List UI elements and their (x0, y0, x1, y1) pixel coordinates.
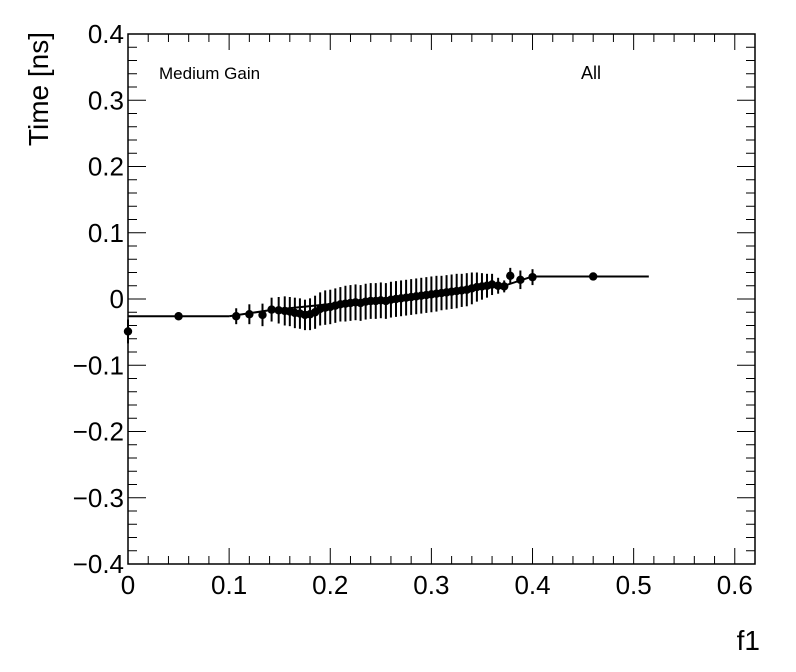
point-marker (123, 327, 133, 336)
y-tick-label: 0.4 (88, 19, 124, 49)
point-marker (267, 305, 276, 314)
data-point (274, 297, 283, 324)
y-tick-label: −0.1 (73, 350, 124, 380)
tick-labels: 0 0.1 0.2 0.3 0.4 0.5 0.6 −0.4 −0.3 −0.2 −0.1 0 0.1 0… (73, 19, 753, 600)
point-marker (500, 282, 509, 291)
point-marker (274, 306, 283, 315)
point-marker (528, 272, 537, 282)
data-point (174, 312, 183, 321)
x-axis-title: f1 (737, 625, 760, 656)
point-marker (588, 272, 598, 281)
point-marker (174, 312, 183, 321)
y-tick-label: 0.3 (88, 85, 124, 115)
point-marker (516, 275, 525, 284)
annotation-all: All (581, 63, 601, 83)
data-point (516, 270, 525, 290)
x-tick-label: 0.1 (211, 570, 247, 600)
x-tick-label: 0.5 (616, 570, 652, 600)
data-point (123, 319, 133, 344)
point-marker (232, 312, 241, 321)
axis-ticks (127, 33, 756, 565)
data-point (588, 272, 598, 281)
x-tick-label: 0.2 (312, 570, 348, 600)
point-marker (258, 310, 267, 320)
x-tick-label: 0.6 (717, 570, 753, 600)
y-tick-label: −0.2 (73, 417, 124, 447)
annotation-medium-gain: Medium Gain (159, 64, 260, 83)
x-tick-label: 0.4 (514, 570, 550, 600)
y-axis-title: Time [ns] (23, 32, 54, 146)
point-marker (493, 281, 503, 290)
point-marker (506, 271, 515, 281)
x-tick-label: 0 (121, 570, 135, 600)
data-points (123, 267, 598, 344)
y-tick-label: 0 (110, 284, 124, 314)
data-point (245, 304, 254, 325)
data-point (528, 269, 537, 286)
y-tick-label: 0.2 (88, 152, 124, 182)
data-point (506, 267, 515, 284)
data-point (258, 303, 267, 327)
y-tick-label: −0.4 (73, 549, 124, 579)
y-tick-label: 0.1 (88, 218, 124, 248)
x-tick-label: 0.3 (413, 570, 449, 600)
data-point (267, 297, 276, 322)
data-point (493, 277, 503, 294)
data-point (500, 280, 509, 293)
y-tick-label: −0.3 (73, 483, 124, 513)
point-marker (245, 310, 254, 319)
data-point (232, 308, 241, 325)
